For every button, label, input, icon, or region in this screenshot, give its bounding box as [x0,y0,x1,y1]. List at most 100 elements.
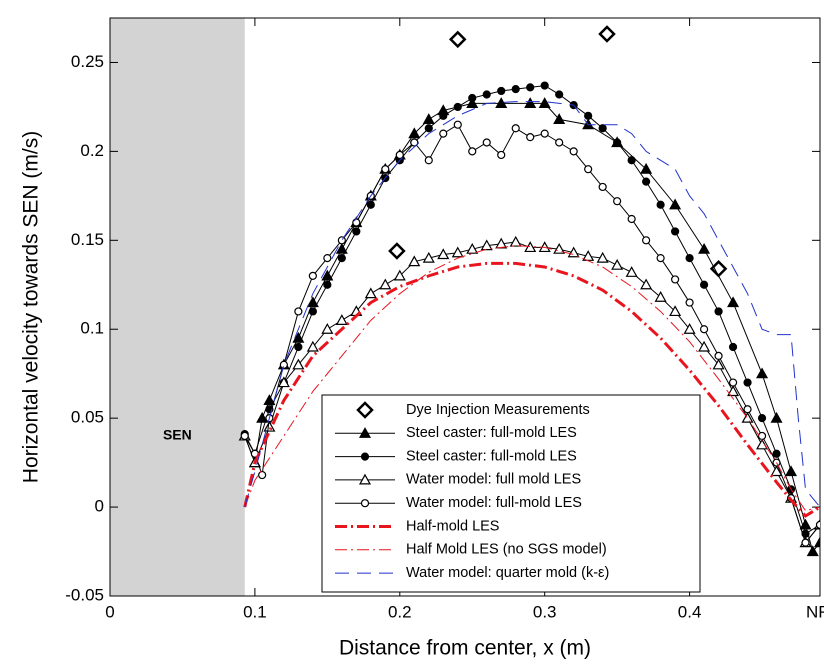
x-tick-label: 0.1 [243,602,267,621]
circle-marker [439,111,448,120]
circle-marker [468,147,477,156]
circle-marker [815,520,820,529]
circle-marker [424,124,433,133]
series-line [244,245,820,512]
triangle-marker [770,465,783,477]
circle-marker [360,452,370,461]
x-tick-label: 0.3 [533,602,557,621]
triangle-marker [437,248,450,260]
triangle-marker [364,287,377,299]
shaded-label: SEN [163,427,192,443]
triangle-marker [466,97,479,108]
circle-marker [294,342,303,352]
series-line [243,261,820,518]
x-tick-label: 0.4 [678,602,702,621]
circle-marker [279,360,288,369]
circle-marker [757,431,767,441]
diamond-marker [598,25,616,43]
circle-marker [439,129,448,138]
y-tick-label: 0.15 [71,230,104,249]
circle-marker [526,133,535,142]
triangle-marker [611,258,624,270]
circle-marker [240,431,249,441]
triangle-marker [466,242,479,254]
circle-marker [308,307,317,316]
triangle-marker [553,242,566,254]
circle-marker [685,298,694,307]
circle-marker [598,124,607,133]
series-line [244,101,820,508]
circle-marker [497,86,506,96]
circle-marker [497,150,506,160]
triangle-marker [669,198,682,210]
triangle-marker [335,242,348,254]
triangle-marker [306,296,319,308]
triangle-marker [756,367,769,379]
circle-marker [453,102,462,112]
circle-marker [540,129,549,138]
triangle-marker [408,255,421,267]
circle-marker [294,307,303,316]
triangle-marker [321,269,334,281]
triangle-marker [358,473,372,485]
legend: Dye Injection Measurements Steel caster: … [321,394,701,593]
legend-box [321,394,701,593]
circle-marker [482,138,491,147]
diamond-marker [356,401,374,419]
circle-marker [671,227,680,236]
circle-marker [699,280,709,289]
circle-marker [743,378,752,387]
circle-marker [772,449,781,458]
circle-marker [526,83,535,92]
triangle-marker [292,358,305,370]
circle-marker [728,378,738,387]
triangle-marker [698,242,711,254]
triangle-marker [495,97,508,108]
triangle-marker [813,536,820,548]
diamond-marker [448,30,467,49]
triangle-marker [358,427,372,438]
triangle-marker [451,246,464,258]
circle-marker [511,124,520,133]
triangle-marker [669,305,682,317]
triangle-marker [770,411,783,423]
triangle-marker [277,376,290,388]
legend-label: Water model: quarter mold (k-ε) [406,565,609,581]
circle-marker [468,93,477,103]
triangle-marker [306,340,319,352]
corner-label: NF [806,602,824,621]
circle-marker [482,90,491,99]
circle-marker [627,214,636,224]
circle-marker [453,120,462,129]
legend-label: Water model: full mold LES [406,472,581,488]
triangle-marker [640,278,653,290]
triangle-marker [567,246,580,258]
circle-marker [555,90,564,99]
triangle-marker [625,266,638,277]
circle-marker [410,138,419,147]
plot-frame [109,17,821,597]
legend-label: Half-mold LES [406,518,499,534]
circle-marker [337,253,346,263]
circle-marker [337,236,346,245]
circle-marker [699,325,709,334]
triangle-marker [256,411,269,423]
y-tick-label: 0.1 [80,319,104,338]
circle-marker [323,280,332,289]
triangle-marker [727,385,740,397]
circle-marker [569,147,578,156]
triangle-marker [509,235,522,247]
triangle-marker [683,322,696,334]
legend-label: Half Mold LES (no SGS model) [406,542,607,558]
triangle-marker [480,239,493,251]
x-axis-label: Distance from center, x (m) [339,637,591,660]
plot-layer [238,25,820,557]
triangle-marker [727,296,740,308]
triangle-marker [321,322,334,334]
circle-marker [801,538,810,547]
triangle-marker [422,113,435,124]
circle-marker [642,177,651,186]
circle-marker [381,165,390,174]
